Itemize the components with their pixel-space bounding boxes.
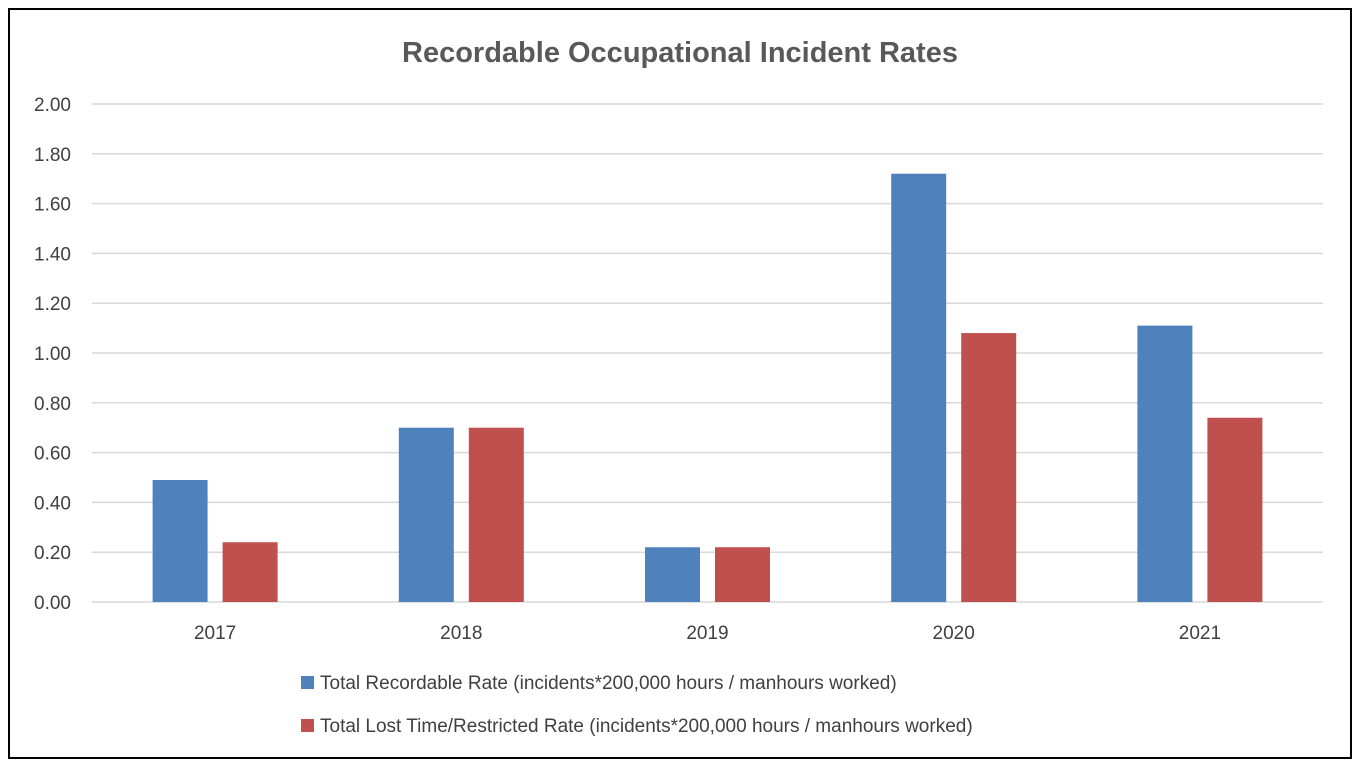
bar-lost-time-2018 [468, 427, 524, 602]
x-axis-ticks: 2017 2018 2019 2020 2021 [194, 623, 1221, 644]
x-tick-label: 2018 [440, 623, 482, 644]
bar-total-recordable-2019 [645, 547, 700, 602]
bar-total-recordable-2020 [891, 173, 947, 602]
y-tick-label: 1.80 [34, 145, 71, 166]
bars [152, 173, 1263, 602]
bar-total-recordable-2018 [398, 427, 454, 602]
y-tick-label: 0.20 [34, 543, 71, 564]
x-tick-label: 2020 [933, 623, 975, 644]
legend: Total Recordable Rate (incidents*200,000… [301, 673, 973, 737]
y-tick-label: 1.00 [34, 344, 71, 365]
x-tick-label: 2019 [686, 623, 728, 644]
x-tick-label: 2017 [194, 623, 236, 644]
chart-title: Recordable Occupational Incident Rates [402, 37, 958, 69]
y-tick-label: 0.00 [34, 593, 71, 614]
legend-label: Total Lost Time/Restricted Rate (inciden… [320, 716, 973, 737]
y-tick-label: 1.60 [34, 195, 71, 216]
y-tick-label: 0.80 [34, 394, 71, 415]
y-tick-label: 1.40 [34, 244, 71, 265]
bar-total-recordable-2017 [152, 479, 208, 602]
y-tick-label: 0.40 [34, 493, 71, 514]
bar-lost-time-2017 [222, 542, 278, 602]
legend-label: Total Recordable Rate (incidents*200,000… [320, 673, 897, 694]
legend-swatch [301, 719, 314, 732]
y-tick-label: 2.00 [34, 95, 71, 116]
bar-total-recordable-2021 [1137, 325, 1193, 602]
y-tick-label: 0.60 [34, 444, 71, 465]
legend-swatch [301, 676, 314, 689]
chart-frame [8, 8, 1352, 759]
x-tick-label: 2021 [1179, 623, 1221, 644]
y-tick-label: 1.20 [34, 294, 71, 315]
gridlines [92, 103, 1323, 603]
bar-lost-time-2020 [961, 333, 1017, 602]
bar-lost-time-2019 [715, 547, 770, 602]
y-axis-ticks: 0.00 0.20 0.40 0.60 0.80 1.00 1.20 1.40 1.60 1.80… [34, 95, 71, 614]
bar-lost-time-2021 [1207, 417, 1263, 602]
